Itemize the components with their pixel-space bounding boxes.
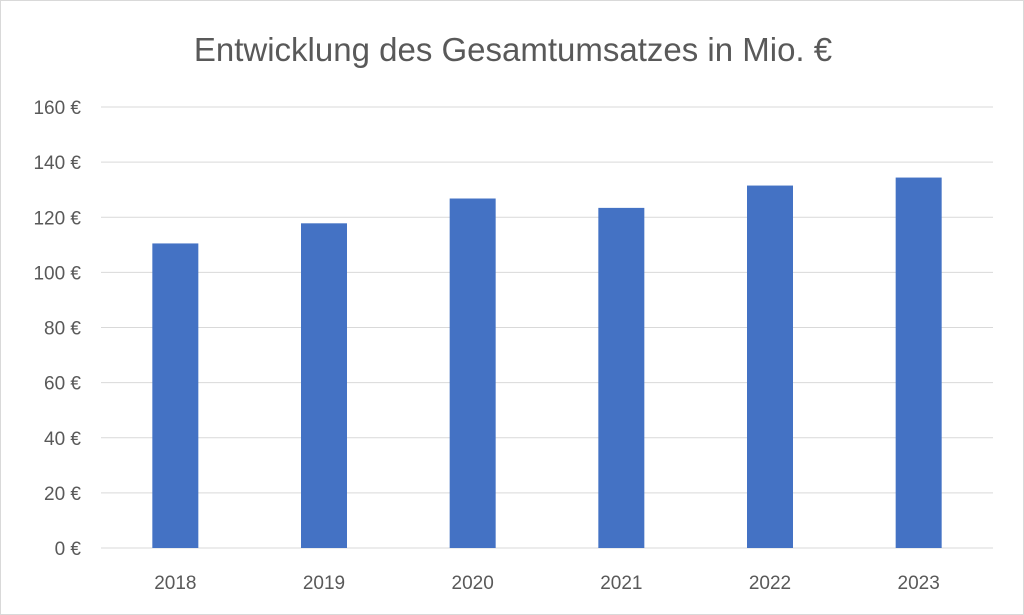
x-tick-label-2018: 2018 xyxy=(154,573,196,594)
y-tick-label-20: 20 € xyxy=(44,484,81,505)
y-tick-label-100: 100 € xyxy=(33,263,81,284)
gridlines xyxy=(101,106,993,549)
x-tick-label-2019: 2019 xyxy=(303,573,345,594)
y-tick-label-80: 80 € xyxy=(44,319,81,340)
y-tick-label-160: 160 € xyxy=(33,98,81,119)
x-tick-label-2023: 2023 xyxy=(898,573,940,594)
y-tick-label-0: 0 € xyxy=(55,539,82,560)
y-axis-ticks: 0 € 20 € 40 € 60 € 80 € 100 € 120 € 140 € 160 € xyxy=(33,98,81,560)
x-tick-label-2020: 2020 xyxy=(452,573,494,594)
bars xyxy=(152,177,942,548)
x-axis-ticks: 2018 2019 2020 2021 2022 2023 xyxy=(154,573,940,594)
bar-2023 xyxy=(895,177,942,548)
bar-2021 xyxy=(598,207,645,548)
bar-2020 xyxy=(449,198,496,548)
bar-2022 xyxy=(747,185,793,548)
x-tick-label-2021: 2021 xyxy=(600,573,642,594)
y-tick-label-120: 120 € xyxy=(33,208,81,229)
y-tick-label-140: 140 € xyxy=(33,153,81,174)
bar-2019 xyxy=(301,223,347,548)
x-tick-label-2022: 2022 xyxy=(749,573,791,594)
bar-2018 xyxy=(152,243,199,548)
chart-title: Entwicklung des Gesamtumsatzes in Mio. € xyxy=(194,31,832,68)
y-tick-label-60: 60 € xyxy=(44,374,81,395)
y-tick-label-40: 40 € xyxy=(44,429,81,450)
